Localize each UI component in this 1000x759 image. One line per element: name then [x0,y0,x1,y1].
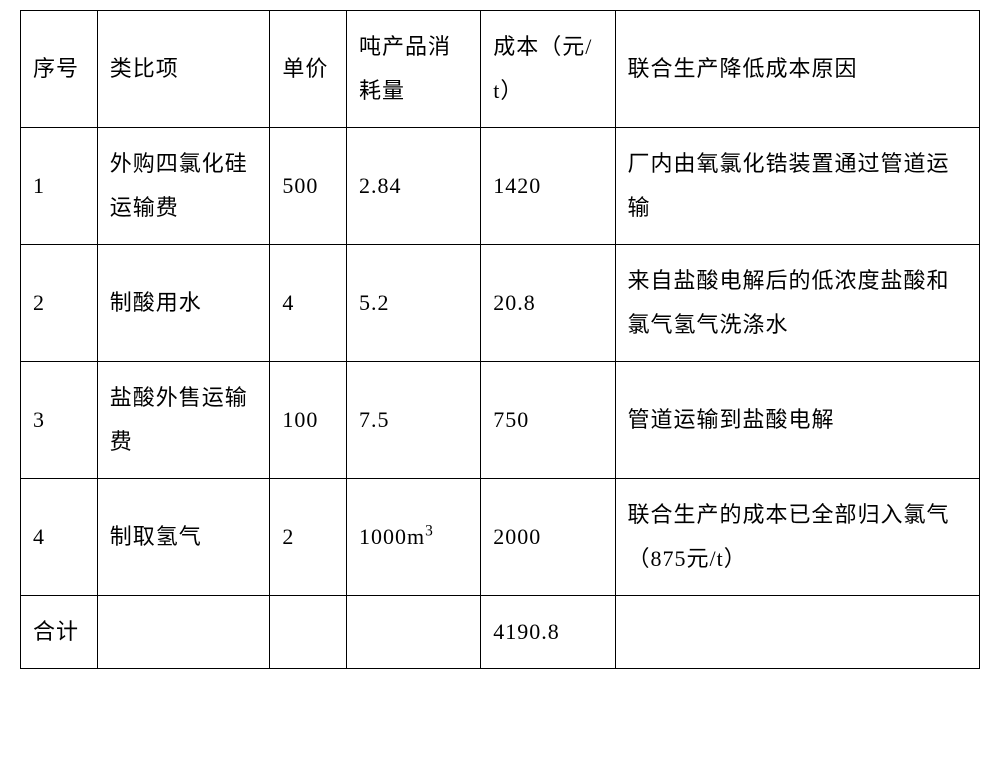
cell-reason: 管道运输到盐酸电解 [615,362,979,479]
col-header-reason: 联合生产降低成本原因 [615,11,979,128]
cell-price: 500 [270,128,347,245]
cell-cons: 1000m3 [347,479,481,596]
col-header-cons: 吨产品消耗量 [347,11,481,128]
cons-unit-prefix: m [407,524,425,549]
cell-item: 制取氢气 [97,479,270,596]
cell-seq: 1 [21,128,98,245]
cell-cons: 5.2 [347,245,481,362]
cell-reason: 厂内由氧氯化锆装置通过管道运输 [615,128,979,245]
totals-cons [347,596,481,669]
page: 序号 类比项 单价 吨产品消耗量 成本（元/t） 联合生产降低成本原因 1 外购… [0,0,1000,759]
totals-reason [615,596,979,669]
cons-unit-sup: 3 [425,523,434,540]
cell-price: 2 [270,479,347,596]
cell-cost: 20.8 [481,245,615,362]
cost-table: 序号 类比项 单价 吨产品消耗量 成本（元/t） 联合生产降低成本原因 1 外购… [20,10,980,669]
table-row: 2 制酸用水 4 5.2 20.8 来自盐酸电解后的低浓度盐酸和氯气氢气洗涤水 [21,245,980,362]
col-header-item: 类比项 [97,11,270,128]
col-header-cost: 成本（元/t） [481,11,615,128]
cell-price: 4 [270,245,347,362]
totals-cost: 4190.8 [481,596,615,669]
cell-seq: 3 [21,362,98,479]
cell-cost: 1420 [481,128,615,245]
table-row: 1 外购四氯化硅运输费 500 2.84 1420 厂内由氧氯化锆装置通过管道运… [21,128,980,245]
header-row: 序号 类比项 单价 吨产品消耗量 成本（元/t） 联合生产降低成本原因 [21,11,980,128]
table-body: 1 外购四氯化硅运输费 500 2.84 1420 厂内由氧氯化锆装置通过管道运… [21,128,980,669]
totals-price [270,596,347,669]
col-header-price: 单价 [270,11,347,128]
cell-cost: 2000 [481,479,615,596]
cell-cons: 7.5 [347,362,481,479]
cell-item: 盐酸外售运输费 [97,362,270,479]
cell-reason: 来自盐酸电解后的低浓度盐酸和氯气氢气洗涤水 [615,245,979,362]
totals-item [97,596,270,669]
cell-cost: 750 [481,362,615,479]
cons-value: 1000 [359,524,407,549]
totals-label: 合计 [21,596,98,669]
cell-seq: 2 [21,245,98,362]
table-row: 3 盐酸外售运输费 100 7.5 750 管道运输到盐酸电解 [21,362,980,479]
cell-item: 制酸用水 [97,245,270,362]
cell-seq: 4 [21,479,98,596]
table-header: 序号 类比项 单价 吨产品消耗量 成本（元/t） 联合生产降低成本原因 [21,11,980,128]
totals-row: 合计 4190.8 [21,596,980,669]
cell-item: 外购四氯化硅运输费 [97,128,270,245]
cell-cons: 2.84 [347,128,481,245]
table-row: 4 制取氢气 2 1000m3 2000 联合生产的成本已全部归入氯气（875元… [21,479,980,596]
col-header-seq: 序号 [21,11,98,128]
cell-reason: 联合生产的成本已全部归入氯气（875元/t） [615,479,979,596]
cell-price: 100 [270,362,347,479]
